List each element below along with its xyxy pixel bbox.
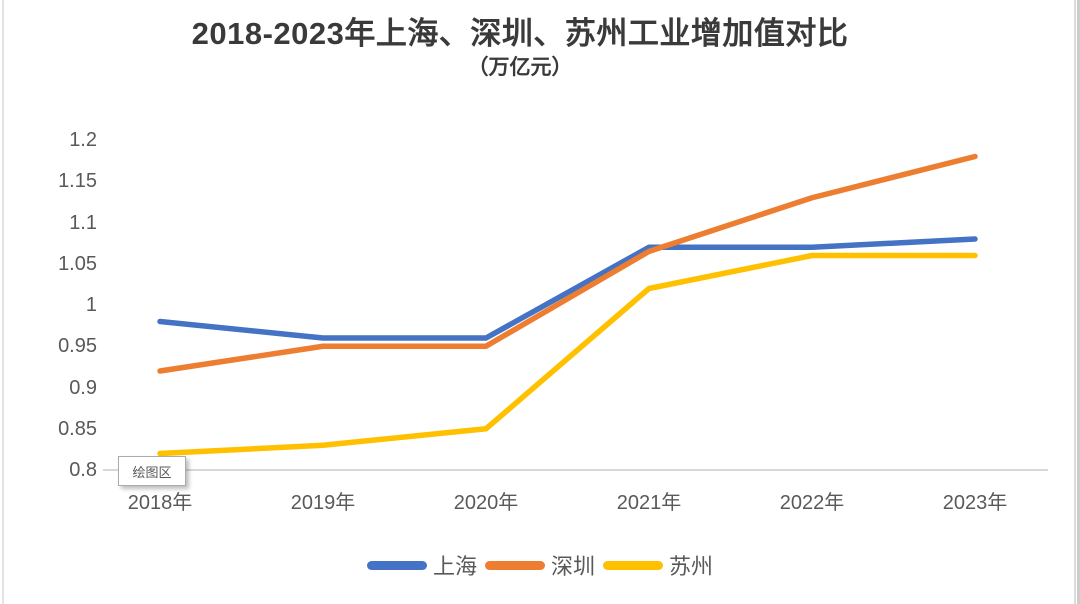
right-border-line-outer — [1077, 0, 1080, 604]
legend-label: 苏州 — [669, 554, 714, 579]
series-line-0[interactable] — [157, 236, 978, 341]
y-axis-tick-label: 0.8 — [69, 459, 97, 481]
y-axis-tick-label: 1.2 — [69, 129, 97, 151]
legend-item-1[interactable]: 深圳 — [484, 549, 595, 581]
x-axis-tick-label: 2022年 — [779, 492, 845, 514]
legend-item-2[interactable]: 苏州 — [603, 549, 713, 581]
y-axis-tick-label: 1.15 — [58, 170, 97, 193]
plot-area-tooltip: 绘图区 — [118, 456, 186, 486]
y-axis-tick-label: 0.95 — [58, 335, 97, 358]
chart-title[interactable]: 2018-2023年上海、深圳、苏州工业增加值对比 — [191, 16, 849, 51]
chart-legend: 上海 深圳 苏州 — [0, 549, 1080, 581]
legend-swatch-icon — [366, 560, 427, 570]
chart-subtitle[interactable]: （万亿元） — [467, 56, 573, 79]
y-axis-tick-label: 0.85 — [58, 417, 97, 440]
legend-swatch-icon — [484, 560, 545, 570]
x-axis-tick-label: 2018年 — [127, 492, 193, 514]
right-border-line-inner — [1074, 0, 1076, 604]
x-axis-tick-label: 2020年 — [453, 492, 519, 514]
y-axis-tick-label: 0.9 — [69, 376, 97, 399]
legend-swatch-icon — [603, 560, 663, 570]
plot-area-tooltip-label: 绘图区 — [132, 464, 172, 480]
left-border-line — [2, 0, 4, 604]
legend-label: 深圳 — [550, 554, 595, 579]
series-line-1[interactable] — [157, 153, 978, 374]
x-axis-tick-label: 2023年 — [942, 492, 1008, 514]
chart-title-block[interactable]: 2018-2023年上海、深圳、苏州工业增加值对比 （万亿元） — [0, 14, 1040, 82]
y-axis-tick-label: 1 — [85, 294, 97, 316]
y-axis-tick-label: 1.05 — [58, 252, 97, 275]
x-axis-tick-label: 2021年 — [616, 492, 682, 514]
x-axis-line — [103, 469, 1048, 471]
y-axis-tick-label: 1.1 — [69, 211, 97, 234]
series-line-2[interactable] — [157, 252, 978, 457]
x-axis-tick-label: 2019年 — [290, 492, 356, 514]
legend-item-0[interactable]: 上海 — [366, 549, 477, 581]
legend-label: 上海 — [432, 554, 477, 579]
